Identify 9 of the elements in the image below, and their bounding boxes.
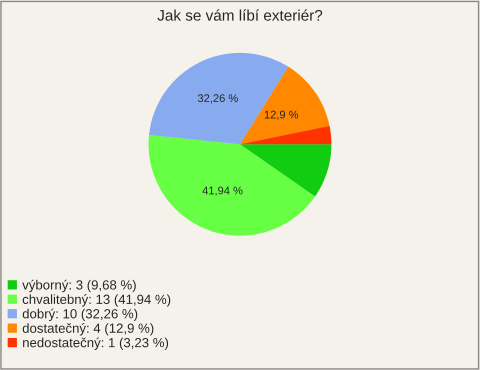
legend-label: dobrý: 10 (32,26 %): [22, 308, 138, 322]
data-label: 41,94 %: [202, 186, 243, 196]
legend-label: chvalitebný: 13 (41,94 %): [22, 294, 170, 307]
data-label: 32,26 %: [198, 94, 238, 104]
legend-label: nedostatečný: 1 (3,23 %): [23, 337, 168, 350]
chart-title: Jak se vám líbí exteriér?: [157, 9, 322, 21]
legend-label: dostatečný: 4 (12,9 %): [22, 323, 154, 336]
data-label: 12,9 %: [264, 110, 298, 120]
legend-label: výborný: 3 (9,68 %): [22, 280, 136, 292]
